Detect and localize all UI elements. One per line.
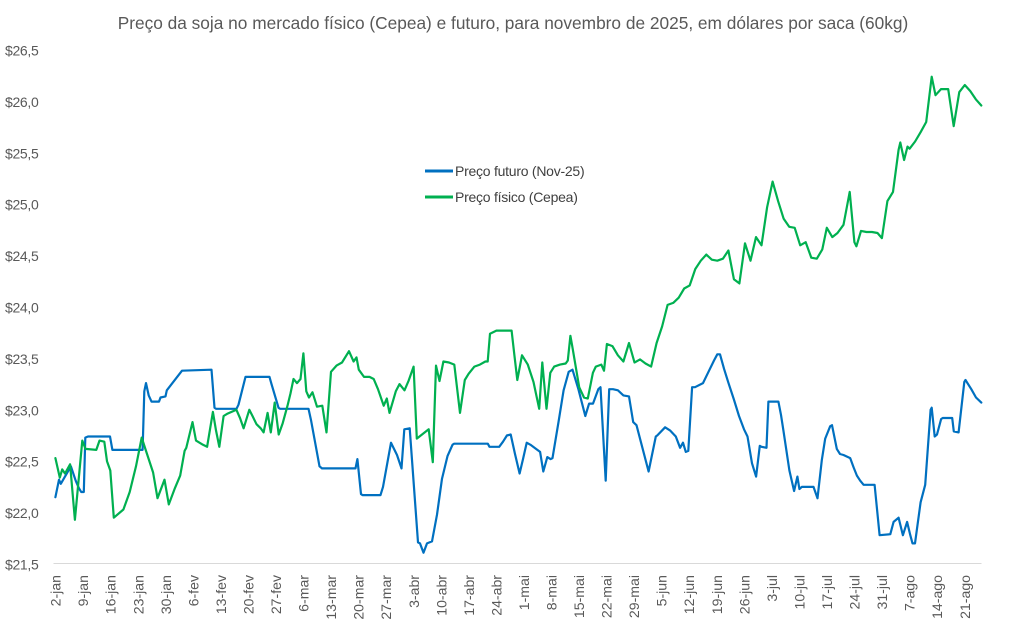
svg-text:29-mai: 29-mai xyxy=(626,575,642,618)
svg-text:Preço físico (Cepea): Preço físico (Cepea) xyxy=(455,189,578,205)
svg-text:22-mai: 22-mai xyxy=(599,575,615,618)
svg-text:19-jun: 19-jun xyxy=(709,575,725,614)
svg-text:7-ago: 7-ago xyxy=(902,575,918,611)
svg-text:21-ago: 21-ago xyxy=(957,575,973,619)
svg-text:24-abr: 24-abr xyxy=(488,575,504,616)
svg-text:5-jun: 5-jun xyxy=(654,575,670,606)
svg-text:26-jun: 26-jun xyxy=(736,575,752,614)
svg-text:$24,5: $24,5 xyxy=(5,248,39,264)
svg-text:1-mai: 1-mai xyxy=(516,575,532,610)
svg-text:15-mai: 15-mai xyxy=(571,575,587,618)
svg-text:$26,5: $26,5 xyxy=(5,43,39,59)
svg-text:2-jan: 2-jan xyxy=(48,575,64,606)
svg-text:3-abr: 3-abr xyxy=(406,575,422,608)
svg-text:$26,0: $26,0 xyxy=(5,94,39,110)
svg-text:13-fev: 13-fev xyxy=(213,575,229,614)
svg-text:Preço da soja no mercado físic: Preço da soja no mercado físico (Cepea) … xyxy=(118,13,909,33)
svg-text:8-mai: 8-mai xyxy=(544,575,560,610)
svg-text:17-abr: 17-abr xyxy=(461,575,477,616)
svg-text:20-mar: 20-mar xyxy=(351,575,367,620)
svg-text:31-jul: 31-jul xyxy=(874,575,890,609)
svg-text:23-jan: 23-jan xyxy=(130,575,146,614)
svg-text:9-jan: 9-jan xyxy=(75,575,91,606)
svg-text:$23,0: $23,0 xyxy=(5,402,39,418)
svg-text:10-abr: 10-abr xyxy=(433,575,449,616)
svg-text:Preço futuro (Nov-25): Preço futuro (Nov-25) xyxy=(455,163,584,179)
svg-text:6-fev: 6-fev xyxy=(185,575,201,606)
svg-text:6-mar: 6-mar xyxy=(296,575,312,612)
svg-text:10-jul: 10-jul xyxy=(792,575,808,609)
svg-text:14-ago: 14-ago xyxy=(929,575,945,619)
svg-text:27-fev: 27-fev xyxy=(268,575,284,614)
svg-text:30-jan: 30-jan xyxy=(158,575,174,614)
svg-text:27-mar: 27-mar xyxy=(378,575,394,620)
svg-text:$25,5: $25,5 xyxy=(5,145,39,161)
svg-text:$25,0: $25,0 xyxy=(5,197,39,213)
svg-text:16-jan: 16-jan xyxy=(103,575,119,614)
svg-text:$23,5: $23,5 xyxy=(5,351,39,367)
svg-text:$21,5: $21,5 xyxy=(5,557,39,573)
svg-text:20-fev: 20-fev xyxy=(241,575,257,614)
svg-text:17-jul: 17-jul xyxy=(819,575,835,609)
svg-text:24-jul: 24-jul xyxy=(847,575,863,609)
svg-text:$22,5: $22,5 xyxy=(5,454,39,470)
svg-text:$24,0: $24,0 xyxy=(5,300,39,316)
svg-text:12-jun: 12-jun xyxy=(681,575,697,614)
svg-text:$22,0: $22,0 xyxy=(5,505,39,521)
svg-text:13-mar: 13-mar xyxy=(323,575,339,620)
svg-text:3-jul: 3-jul xyxy=(764,575,780,602)
